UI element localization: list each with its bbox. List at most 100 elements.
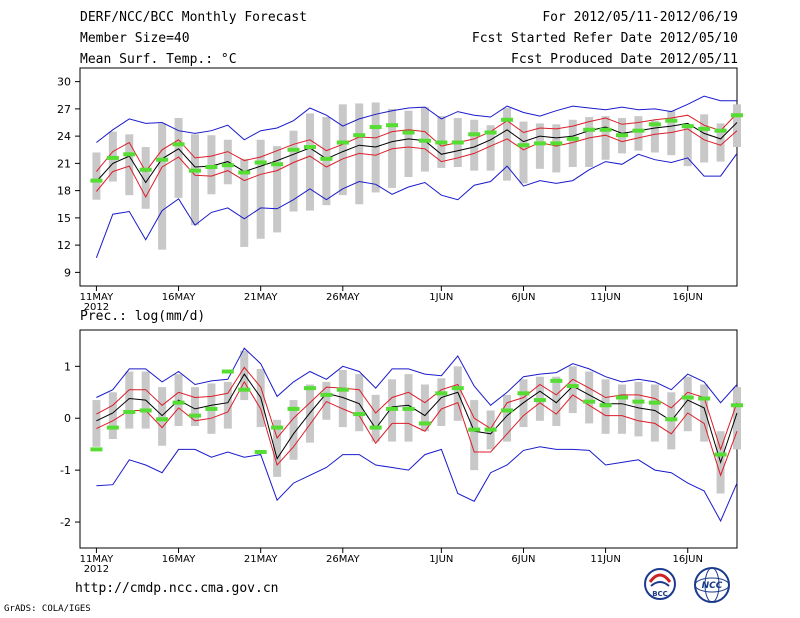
prec-lower-line	[96, 380, 738, 477]
prec-observed-mark	[353, 412, 366, 417]
temp-ensemble-bar	[158, 123, 167, 250]
temp-ensemble-bar	[207, 135, 216, 195]
prec-ensemble-bar	[223, 381, 232, 429]
footer-url[interactable]: http://cmdp.ncc.cma.gov.cn	[75, 581, 279, 596]
temp-ensemble-bar	[92, 152, 101, 200]
prec-observed-mark	[501, 408, 514, 413]
prec-observed-mark	[271, 425, 284, 430]
temp-upper-line	[96, 113, 738, 173]
chart-title: DERF/NCC/BCC Monthly Forecast	[80, 10, 307, 25]
prec-xyear-label: 2012	[84, 564, 109, 575]
temp-observed-mark	[139, 167, 152, 172]
prec-observed-mark	[188, 413, 201, 418]
prec-ensemble-bar	[683, 376, 692, 432]
temp-observed-mark	[205, 165, 218, 170]
prec-observed-mark	[254, 449, 267, 454]
temp-xtick-label: 26MAY	[326, 292, 360, 303]
temp-observed-mark	[501, 117, 514, 122]
temp-ytick-label: 18	[57, 185, 71, 198]
temp-observed-mark	[221, 163, 234, 168]
member-size: Member Size=40	[80, 31, 190, 46]
temp-observed-mark	[369, 125, 382, 130]
temp-ensemble-bar	[733, 104, 741, 148]
ncc-logo-text: NCC	[702, 581, 723, 591]
temp-observed-mark	[287, 147, 300, 152]
prec-observed-mark	[665, 417, 678, 422]
temp-observed-mark	[172, 142, 185, 147]
prec-xtick-label: 11JUN	[590, 554, 620, 565]
temp-ensemble-bar	[601, 116, 610, 160]
grads-credit: GrADS: COLA/IGES	[4, 604, 91, 614]
prec-observed-mark	[484, 427, 497, 432]
temp-observed-mark	[402, 130, 415, 135]
temp-observed-mark	[731, 113, 743, 118]
prec-ensemble-bar	[289, 400, 298, 460]
ncc-logo: NCC	[694, 567, 730, 603]
prec-ensemble-bar	[650, 384, 659, 442]
prec-observed-mark	[238, 387, 251, 392]
prec-ensemble-bar	[618, 384, 627, 434]
temp-ensemble-bar	[486, 125, 495, 171]
prec-ytick-label: 1	[64, 360, 71, 373]
prec-xtick-label: 16JUN	[672, 554, 702, 565]
temp-ensemble-bar	[322, 117, 331, 206]
temp-ensemble-bar	[535, 123, 544, 169]
temp-min-line	[95, 153, 738, 258]
produced-date: Fcst Produced Date 2012/05/11	[511, 52, 738, 67]
prec-ensemble-bar	[420, 384, 429, 432]
temp-ytick-label: 15	[57, 212, 71, 225]
prec-observed-mark	[451, 386, 464, 391]
prec-ensemble-bar	[108, 392, 117, 439]
temp-ensemble-bar	[305, 113, 314, 211]
prec-ensemble-bar	[568, 366, 577, 414]
temp-observed-mark	[435, 140, 448, 145]
temp-ensemble-bar	[650, 120, 659, 153]
temp-observed-mark	[533, 141, 546, 146]
temp-observed-mark	[254, 160, 267, 165]
prec-observed-mark	[583, 399, 596, 404]
temp-ensemble-bar	[174, 117, 183, 198]
temp-observed-mark	[451, 140, 464, 145]
temp-observed-mark	[616, 133, 629, 138]
prec-xtick-label: 21MAY	[244, 554, 278, 565]
temp-observed-mark	[648, 122, 661, 127]
prec-observed-mark	[681, 395, 694, 400]
temp-xtick-label: 11MAY	[80, 292, 114, 303]
prec-observed-mark	[533, 398, 546, 403]
temp-observed-mark	[156, 157, 169, 162]
temp-ensemble-bar	[585, 117, 594, 168]
temp-xtick-label: 16JUN	[672, 292, 702, 303]
temp-xtick-label: 16MAY	[162, 292, 196, 303]
temp-observed-mark	[90, 178, 103, 183]
temp-observed-mark	[336, 140, 349, 145]
temp-xtick-label: 6JUN	[511, 292, 535, 303]
prec-ensemble-bar	[585, 371, 594, 424]
prec-xtick-label: 6JUN	[511, 554, 535, 565]
bcc-logo-text: BCC	[652, 590, 668, 598]
prec-observed-mark	[221, 369, 234, 374]
prec-ensemble-bar	[158, 387, 167, 446]
bcc-logo: BCC	[644, 568, 676, 600]
prec-xtick-label: 1JUN	[429, 554, 453, 565]
temp-observed-mark	[106, 155, 119, 160]
prec-ensemble-bar	[552, 376, 561, 427]
prec-ytick-label: -1	[60, 464, 71, 477]
precip-title: Prec.: log(mm/d)	[80, 309, 206, 324]
temp-ytick-label: 30	[57, 76, 71, 89]
temp-max-line	[96, 95, 737, 143]
prec-observed-mark	[616, 395, 629, 400]
temp-lower-line	[96, 128, 738, 199]
temp-ensemble-bar	[404, 110, 413, 177]
prec-observed-mark	[336, 387, 349, 392]
prec-observed-mark	[320, 392, 333, 397]
temp-ytick-label: 24	[57, 130, 71, 143]
temp-ensemble-bar	[240, 158, 249, 247]
temp-ensemble-bar	[141, 147, 150, 209]
prec-ensemble-bar	[733, 387, 741, 450]
temp-ensemble-bar	[700, 114, 709, 163]
prec-observed-mark	[468, 427, 481, 432]
prec-ensemble-bar	[470, 400, 479, 471]
temp-observed-mark	[714, 128, 727, 133]
prec-observed-mark	[172, 400, 185, 405]
temp-ytick-label: 9	[64, 266, 71, 279]
